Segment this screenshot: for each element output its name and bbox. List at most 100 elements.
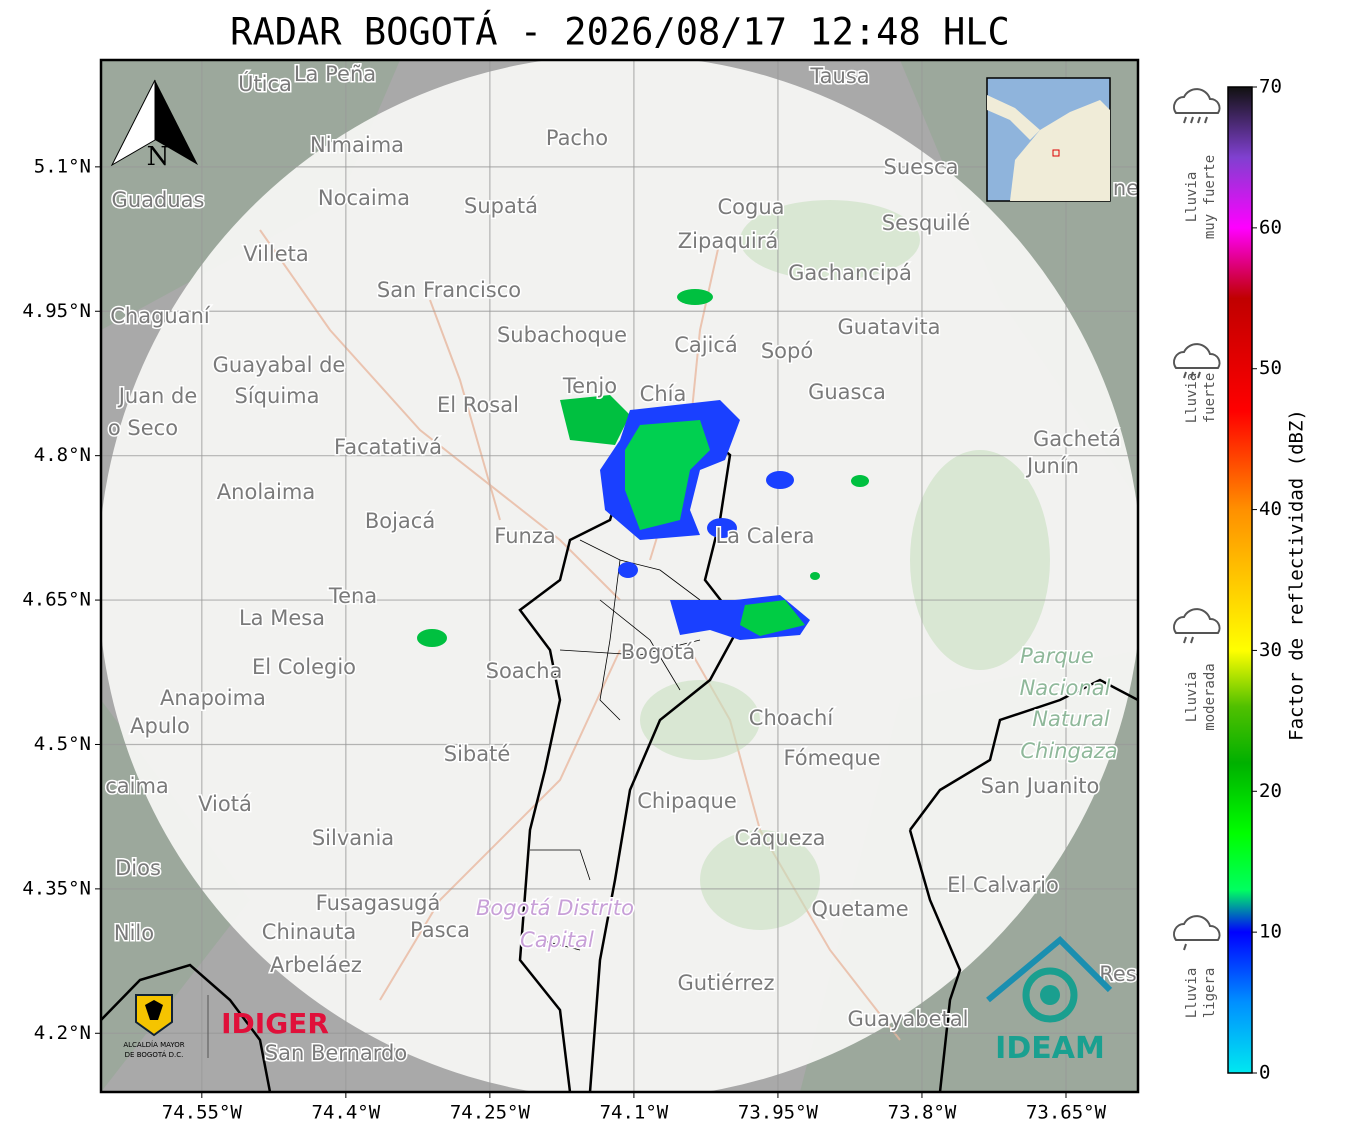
title: RADAR BOGOTÁ - 2026/08/17 12:48 HLC — [230, 10, 1010, 54]
idiger-logo: IDIGER — [221, 1007, 329, 1040]
rain-label: Lluvia — [1184, 172, 1200, 223]
park-label: Natural — [1032, 707, 1110, 731]
place-label: Villeta — [243, 242, 308, 266]
place-label: o Seco — [108, 416, 178, 440]
rain-drop — [1197, 116, 1201, 124]
place-label: Choachí — [749, 706, 835, 730]
place-label: Cáqueza — [735, 826, 826, 850]
place-label: San Juanito — [981, 774, 1100, 798]
place-label: Silvania — [312, 826, 394, 850]
place-label: La Calera — [715, 524, 814, 548]
rain-drop — [1197, 371, 1201, 379]
place-label: Tausa — [809, 64, 869, 88]
place-label: El Rosal — [437, 393, 519, 417]
place-label: Apulo — [130, 714, 190, 738]
rain-label: muy fuerte — [1202, 155, 1218, 239]
place-label: Guaduas — [112, 188, 205, 212]
y-tick-label: 4.2°N — [34, 1022, 91, 1044]
rain-drop — [1183, 943, 1187, 951]
x-tick-label: 73.8°W — [888, 1102, 957, 1124]
district-label: Bogotá Distrito — [476, 896, 634, 920]
place-label: Chipaque — [637, 789, 737, 813]
ideam-text: IDEAM — [995, 1031, 1105, 1066]
localities — [530, 539, 701, 951]
y-tick-label: 5.1°N — [34, 155, 91, 177]
y-tick-label: 4.65°N — [22, 589, 91, 611]
place-label: Guayabal de — [213, 353, 346, 377]
place-label: Sopó — [761, 339, 813, 363]
place-label: Anapoima — [160, 686, 266, 710]
place-label: El Calvario — [947, 873, 1059, 897]
place-label: Sibaté — [444, 742, 511, 766]
place-label: ne — [1113, 176, 1139, 200]
radar-range — [101, 60, 1138, 1092]
place-label: Funza — [494, 524, 555, 548]
x-tick-label: 74.25°W — [450, 1102, 531, 1124]
alcaldia-logo: ALCALDÍA MAYOR DE BOGOTÁ D.C. IDIGER — [123, 994, 329, 1059]
y-tick-label: 4.95°N — [22, 300, 91, 322]
x-tick-label: 73.95°W — [738, 1102, 819, 1124]
rain-drop — [1190, 636, 1194, 644]
place-label: Cajicá — [674, 333, 738, 357]
place-label: Fusagasugá — [316, 891, 441, 915]
place-label: Fómeque — [783, 746, 880, 770]
rain-label: moderada — [1202, 663, 1218, 730]
logo-text: DE BOGOTÁ D.C. — [125, 1050, 184, 1059]
colorbar-tick-label: 20 — [1259, 780, 1282, 802]
place-label: Chinauta — [262, 920, 356, 944]
place-label: Tena — [328, 584, 377, 608]
x-tick-label: 73.65°W — [1026, 1102, 1107, 1124]
vegetation — [640, 200, 1050, 930]
inset-map — [986, 77, 1111, 202]
rain-drop — [1183, 116, 1187, 124]
place-label: Cogua — [717, 195, 784, 219]
place-label: Nocaima — [318, 186, 410, 210]
place-label: Subachoque — [497, 323, 627, 347]
place-label: Nilo — [114, 921, 154, 945]
place-label: Dios — [115, 856, 161, 880]
park-label: Chingaza — [1020, 739, 1117, 763]
place-label: Chaguaní — [110, 304, 211, 328]
rain-drop — [1190, 371, 1194, 379]
rain-drop — [1183, 636, 1187, 644]
place-label: Guasca — [808, 380, 886, 404]
place-label: San Francisco — [377, 278, 521, 302]
place-label: Zipaquirá — [678, 229, 778, 253]
cloud — [1173, 608, 1221, 634]
colorbar-tick-label: 70 — [1259, 76, 1282, 98]
cloud — [1173, 915, 1221, 941]
place-label: Gachetá — [1033, 427, 1121, 451]
place-label: Quetame — [811, 897, 908, 921]
place-label: Suesca — [884, 155, 959, 179]
place-label: Anolaima — [217, 480, 315, 504]
rain-drop — [1190, 116, 1194, 124]
y-tick-label: 4.8°N — [34, 444, 91, 466]
place-label: Guatavita — [838, 315, 941, 339]
rain-label: Lluvia — [1184, 968, 1200, 1019]
place-label: Arbeláez — [270, 953, 362, 977]
ideam-logo: IDEAM — [986, 935, 1113, 1066]
place-label: Junín — [1025, 454, 1079, 478]
radar-echoes — [417, 289, 869, 647]
rain-icon — [1173, 915, 1221, 951]
x-tick-label: 74.4°W — [312, 1102, 381, 1124]
district-label: Capital — [520, 928, 594, 952]
place-label: Facatativá — [334, 435, 442, 459]
rain-icon — [1173, 608, 1221, 644]
y-tick-label: 4.35°N — [22, 877, 91, 899]
place-label: Guayabetal — [848, 1007, 969, 1031]
rain-drop — [1183, 371, 1187, 379]
colorbar-tick-label: 50 — [1259, 357, 1282, 379]
map-frame — [99, 58, 1140, 1094]
rain-label: ligera — [1202, 968, 1218, 1019]
place-label: Bojacá — [365, 509, 435, 533]
north-label: N — [147, 142, 170, 172]
x-tick-label: 74.1°W — [600, 1102, 669, 1124]
colorbar-tick-label: 40 — [1259, 498, 1282, 520]
place-label: La Mesa — [239, 606, 325, 630]
place-label: Sesquilé — [882, 211, 970, 235]
place-label: Chía — [640, 382, 687, 406]
colorbar-tick-label: 10 — [1259, 921, 1282, 943]
place-label: Supatá — [464, 194, 538, 218]
colorbar-tick-label: 60 — [1259, 216, 1282, 238]
